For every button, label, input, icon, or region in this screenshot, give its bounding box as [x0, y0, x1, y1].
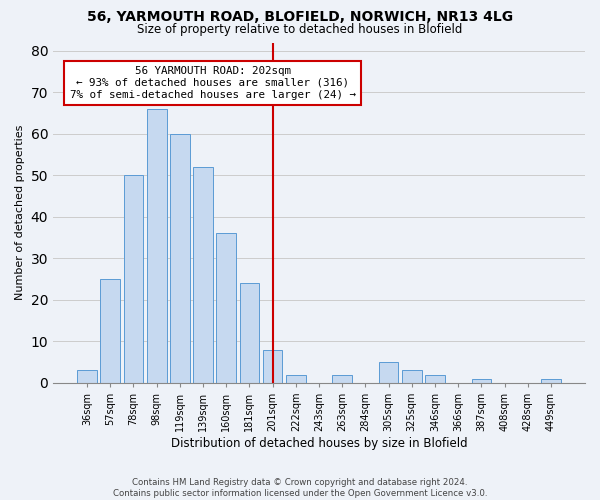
- Bar: [124, 176, 143, 383]
- Bar: [263, 350, 283, 383]
- X-axis label: Distribution of detached houses by size in Blofield: Distribution of detached houses by size …: [171, 437, 467, 450]
- Text: 56, YARMOUTH ROAD, BLOFIELD, NORWICH, NR13 4LG: 56, YARMOUTH ROAD, BLOFIELD, NORWICH, NR…: [87, 10, 513, 24]
- Bar: [239, 284, 259, 383]
- Bar: [379, 362, 398, 383]
- Bar: [217, 234, 236, 383]
- Bar: [472, 379, 491, 383]
- Bar: [147, 109, 167, 383]
- Bar: [100, 279, 120, 383]
- Text: 56 YARMOUTH ROAD: 202sqm
← 93% of detached houses are smaller (316)
7% of semi-d: 56 YARMOUTH ROAD: 202sqm ← 93% of detach…: [70, 66, 356, 100]
- Bar: [193, 167, 213, 383]
- Text: Size of property relative to detached houses in Blofield: Size of property relative to detached ho…: [137, 22, 463, 36]
- Bar: [77, 370, 97, 383]
- Bar: [402, 370, 422, 383]
- Text: Contains HM Land Registry data © Crown copyright and database right 2024.
Contai: Contains HM Land Registry data © Crown c…: [113, 478, 487, 498]
- Bar: [170, 134, 190, 383]
- Bar: [332, 374, 352, 383]
- Bar: [286, 374, 305, 383]
- Bar: [541, 379, 561, 383]
- Bar: [425, 374, 445, 383]
- Y-axis label: Number of detached properties: Number of detached properties: [15, 125, 25, 300]
